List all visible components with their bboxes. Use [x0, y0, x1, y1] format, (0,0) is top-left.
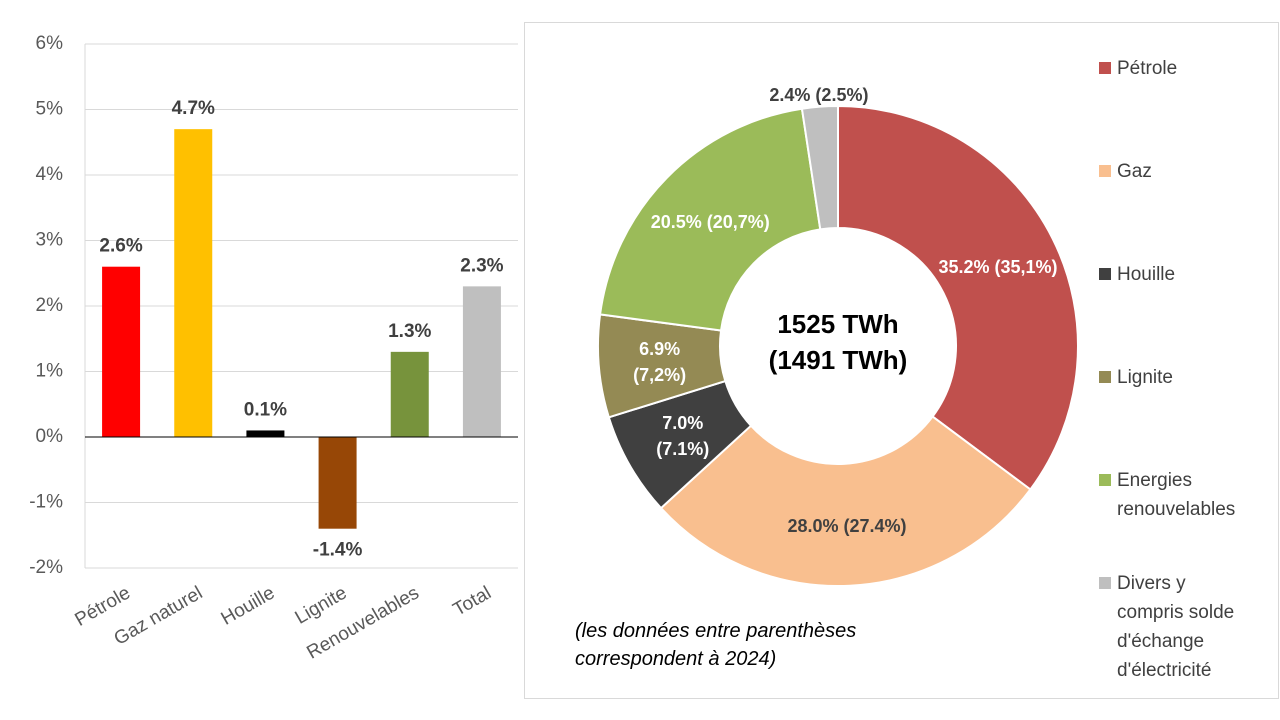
legend-swatch [1099, 62, 1111, 74]
y-tick-label: -1% [29, 492, 63, 513]
value-label: 4.7% [172, 98, 215, 119]
value-label: 2.4% (2.5%) [769, 84, 869, 105]
y-tick-label: -2% [29, 557, 63, 578]
center-text: (1491 TWh) [769, 345, 908, 375]
y-tick-label: 3% [36, 230, 64, 251]
y-tick-label: 4% [36, 164, 64, 185]
center-text: 1525 TWh [777, 309, 898, 339]
note: (les données entre parenthèses [575, 620, 857, 642]
value-label: 0.1% [244, 399, 287, 420]
legend-swatch [1099, 577, 1111, 589]
donut-slice [837, 104, 1079, 491]
y-tick-label: 2% [36, 295, 64, 316]
value-label: 20.5% (20,7%) [650, 211, 770, 232]
value-label: 1.3% [388, 321, 431, 342]
legend-label: Energies renouvelables [1117, 470, 1236, 520]
y-tick-label: 0% [36, 426, 64, 447]
donut-panel [524, 22, 1279, 699]
y-tick-label: 5% [36, 99, 64, 120]
bar [174, 129, 213, 437]
y-tick-label: 6% [36, 33, 64, 54]
x-tick-label: Houille [218, 582, 279, 629]
legend-label: Gaz [1117, 161, 1152, 182]
legend-swatch [1099, 474, 1111, 486]
value-label: 35.2% (35,1%) [938, 256, 1058, 277]
x-tick-label: Total [450, 582, 495, 620]
bar [318, 437, 357, 529]
value-label: 2.3% [460, 255, 503, 276]
legend-label: Houille [1117, 264, 1176, 285]
value-label: -1.4% [313, 540, 363, 561]
bar [102, 266, 141, 437]
bar [390, 351, 429, 437]
value-label: 2.6% [99, 236, 142, 257]
legend-label: Divers y compris solde d'échange d'élect… [1117, 573, 1235, 681]
donut-slice [598, 107, 822, 332]
x-tick-label: Lignite [292, 582, 351, 628]
bar [462, 286, 501, 437]
y-tick-label: 1% [36, 361, 64, 382]
donut-slice [659, 415, 1032, 587]
legend-label: Pétrole [1117, 58, 1178, 79]
value-label: 7.0% (7.1%) [656, 413, 710, 460]
value-label: 28.0% (27.4%) [787, 515, 907, 536]
note: correspondent à 2024) [575, 648, 777, 670]
value-label: 6.9% (7,2%) [633, 339, 687, 386]
donut-slice [800, 104, 839, 231]
legend-swatch [1099, 268, 1111, 280]
legend-swatch [1099, 371, 1111, 383]
legend-swatch [1099, 165, 1111, 177]
bar [246, 430, 285, 437]
legend-label: Lignite [1117, 367, 1173, 388]
